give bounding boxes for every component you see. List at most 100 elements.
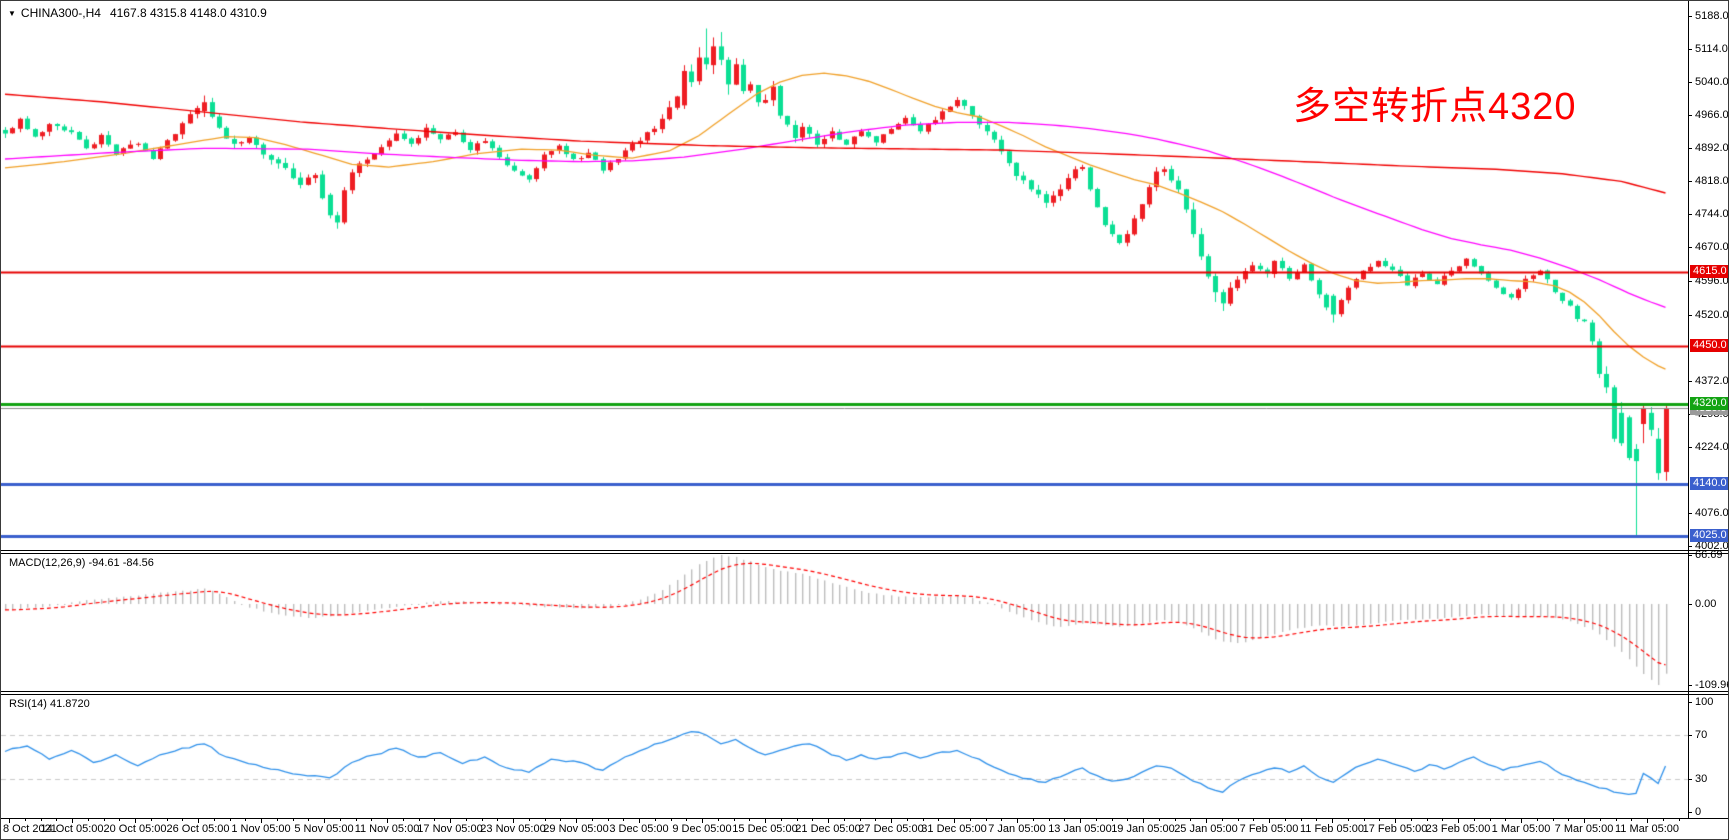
time-minor-tick — [1663, 819, 1664, 821]
time-minor-tick — [1159, 819, 1160, 821]
time-label: 7 Jan 05:00 — [988, 823, 1046, 835]
macd-panel-top-border — [1, 553, 1728, 554]
time-minor-tick — [702, 819, 703, 821]
time-minor-tick — [608, 819, 609, 821]
time-label: 21 Dec 05:00 — [795, 823, 861, 835]
price-tick-mark — [1688, 381, 1692, 382]
time-tick-mark — [513, 819, 514, 823]
time-tick-mark — [1647, 819, 1648, 823]
time-minor-tick — [387, 819, 388, 821]
price-tick-mark — [1688, 513, 1692, 514]
time-minor-tick — [324, 819, 325, 821]
time-minor-tick — [72, 819, 73, 821]
price-tick-label: 5040.0 — [1695, 76, 1729, 89]
price-chart-canvas[interactable] — [1, 1, 1688, 819]
time-tick-mark — [1017, 819, 1018, 823]
time-minor-tick — [671, 819, 672, 821]
time-minor-tick — [639, 819, 640, 821]
chart-annotation-text[interactable]: 多空转折点4320 — [1293, 86, 1577, 128]
time-label: 13 Jan 05:00 — [1048, 823, 1112, 835]
time-minor-tick — [529, 819, 530, 821]
time-minor-tick — [1348, 819, 1349, 821]
time-label: 15 Dec 05:00 — [732, 823, 798, 835]
time-minor-tick — [1127, 819, 1128, 821]
price-tick-mark — [1688, 181, 1692, 182]
time-minor-tick — [623, 819, 624, 821]
time-minor-tick — [1049, 819, 1050, 821]
time-minor-tick — [25, 819, 26, 821]
macd-panel-bottom-border — [1, 691, 1728, 692]
time-label: 7 Mar 05:00 — [1554, 823, 1614, 835]
price-tick-label: 4002.0 — [1695, 540, 1729, 552]
time-minor-tick — [1190, 819, 1191, 821]
price-tick-mark — [1688, 281, 1692, 282]
time-minor-tick — [1096, 819, 1097, 821]
price-axis-border — [1688, 1, 1689, 818]
price-tick-mark — [1688, 315, 1692, 316]
symbol-name: CHINA300-,H4 — [20, 6, 101, 20]
level-price-label: 4450.0 — [1690, 338, 1728, 352]
time-minor-tick — [1379, 819, 1380, 821]
price-tick-mark — [1688, 16, 1692, 17]
time-minor-tick — [1616, 819, 1617, 821]
time-minor-tick — [828, 819, 829, 821]
macd-indicator-label: MACD(12,26,9) -94.61 -84.56 — [9, 557, 154, 569]
time-minor-tick — [513, 819, 514, 821]
price-tick-mark — [1688, 214, 1692, 215]
time-minor-tick — [1537, 819, 1538, 821]
level-price-label: 4320.0 — [1690, 396, 1728, 410]
time-minor-tick — [1474, 819, 1475, 821]
time-minor-tick — [277, 819, 278, 821]
time-minor-tick — [1033, 819, 1034, 821]
time-minor-tick — [466, 819, 467, 821]
main-panel-bottom-border — [1, 550, 1728, 551]
time-minor-tick — [1395, 819, 1396, 821]
time-minor-tick — [182, 819, 183, 821]
time-minor-tick — [749, 819, 750, 821]
time-tick-mark — [891, 819, 892, 823]
time-tick-mark — [1143, 819, 1144, 823]
price-tick-label: 4224.0 — [1695, 440, 1729, 453]
time-tick-mark — [1521, 819, 1522, 823]
time-minor-tick — [560, 819, 561, 821]
time-tick-mark — [450, 819, 451, 823]
time-minor-tick — [923, 819, 924, 821]
time-label: 9 Dec 05:00 — [672, 823, 732, 835]
rsi-tick-mark — [1688, 812, 1692, 813]
time-label: 27 Dec 05:00 — [858, 823, 924, 835]
price-tick-label: 4076.0 — [1695, 506, 1729, 519]
rsi-tick-mark — [1688, 702, 1692, 703]
price-axis[interactable]: 5188.0 5114.0 5040.0 4966.0 4892.0 4818.0 4744… — [1688, 1, 1729, 819]
time-label: 7 Feb 05:00 — [1239, 823, 1299, 835]
symbol-dropdown-icon[interactable]: ▼ — [8, 9, 16, 18]
time-minor-tick — [88, 819, 89, 821]
time-minor-tick — [891, 819, 892, 821]
time-label: 11 Feb 05:00 — [1299, 823, 1365, 835]
time-axis[interactable]: 8 Oct 2021 14 Oct 05:00 20 Oct 05:00 26 Oct… — [1, 819, 1728, 839]
level-price-label: 4615.0 — [1690, 265, 1728, 279]
time-minor-tick — [781, 819, 782, 821]
time-tick-mark — [9, 819, 10, 823]
time-label: 29 Nov 05:00 — [543, 823, 609, 835]
time-tick-mark — [702, 819, 703, 823]
time-label: 1 Mar 05:00 — [1491, 823, 1551, 835]
time-minor-tick — [1631, 819, 1632, 821]
macd-tick-mark — [1688, 555, 1692, 556]
symbol-title: ▼ CHINA300-,H4 4167.8 4315.8 4148.0 4310.9 — [8, 6, 267, 20]
time-minor-tick — [1568, 819, 1569, 821]
time-tick-mark — [1206, 819, 1207, 823]
symbol-ohlc-values: 4167.8 4315.8 4148.0 4310.9 — [109, 6, 267, 20]
time-minor-tick — [797, 819, 798, 821]
price-tick-label: 4966.0 — [1695, 109, 1729, 122]
time-tick-mark — [387, 819, 388, 823]
time-minor-tick — [1206, 819, 1207, 821]
time-minor-tick — [450, 819, 451, 821]
time-tick-mark — [765, 819, 766, 823]
time-minor-tick — [245, 819, 246, 821]
time-minor-tick — [545, 819, 546, 821]
time-minor-tick — [1253, 819, 1254, 821]
time-minor-tick — [970, 819, 971, 821]
time-minor-tick — [104, 819, 105, 821]
time-minor-tick — [875, 819, 876, 821]
